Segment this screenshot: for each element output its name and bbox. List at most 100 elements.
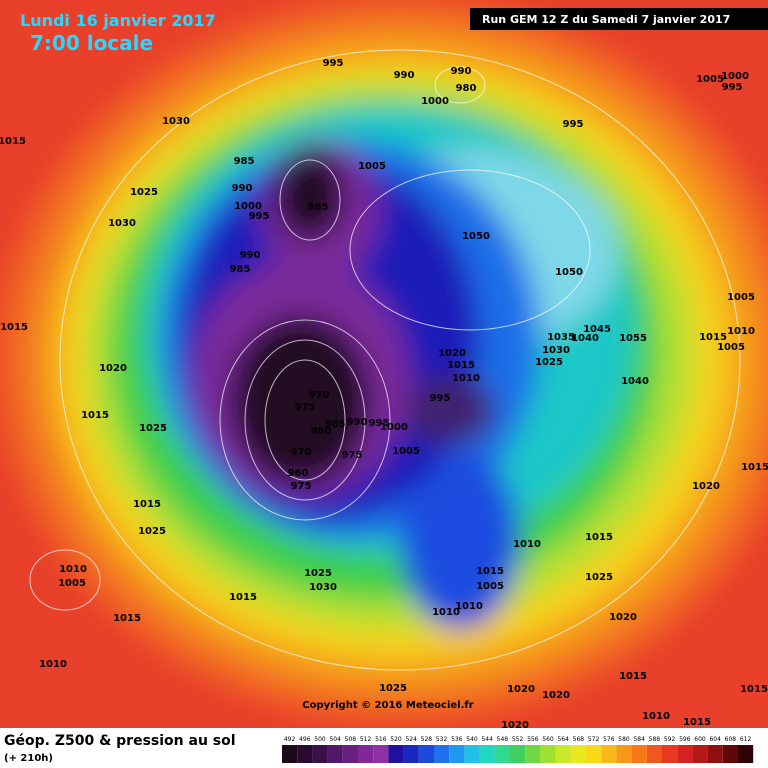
scale-label: 560 — [542, 736, 554, 743]
isobar-label: 970 — [309, 390, 330, 401]
footer-lead: (+ 210h) — [4, 753, 53, 764]
isobar-label: 980 — [456, 83, 477, 94]
scale-label: 564 — [557, 736, 569, 743]
isobar-label: 1025 — [138, 526, 166, 537]
isobar-label: 1015 — [229, 592, 257, 603]
scale-label: 508 — [345, 736, 357, 743]
scale-swatch — [282, 745, 298, 763]
scale-swatch — [707, 745, 723, 763]
scale-label: 600 — [694, 736, 706, 743]
isobar-label: 1025 — [585, 572, 613, 583]
isobar-label: 1000 — [234, 201, 262, 212]
isobar-label: 1000 — [380, 422, 408, 433]
isobar-label: 995 — [722, 82, 743, 93]
scale-label: 608 — [725, 736, 737, 743]
isobar-label: 1020 — [507, 684, 535, 695]
isobar-label: 1050 — [555, 267, 583, 278]
scale-swatch — [449, 745, 465, 763]
isobar-label: 990 — [232, 183, 253, 194]
isobar-label: 975 — [342, 450, 363, 461]
isobar-label: 980 — [311, 426, 332, 437]
scale-swatch — [464, 745, 480, 763]
isobar-label: 1050 — [462, 231, 490, 242]
isobar-label: 1025 — [304, 568, 332, 579]
scale-label: 548 — [497, 736, 509, 743]
isobar-label: 1035 — [547, 332, 575, 343]
scale-label: 524 — [405, 736, 417, 743]
scale-swatch — [722, 745, 738, 763]
isobar-label: 985 — [308, 202, 329, 213]
isobar-label: 1010 — [59, 564, 87, 575]
isobar-label: 1005 — [696, 74, 724, 85]
scale-label: 596 — [679, 736, 691, 743]
scale-label: 612 — [740, 736, 752, 743]
scale-label: 572 — [588, 736, 600, 743]
scale-label: 552 — [512, 736, 524, 743]
isobar-label: 1030 — [309, 582, 337, 593]
isobar-label: 1030 — [542, 345, 570, 356]
isobar-label: 1010 — [513, 539, 541, 550]
scale-swatch — [434, 745, 450, 763]
isobar-label: 1005 — [58, 578, 86, 589]
isobar-label: 995 — [430, 393, 451, 404]
isobar-label: 1005 — [392, 446, 420, 457]
isobar-label: 1040 — [621, 376, 649, 387]
isobar-label: 1015 — [683, 717, 711, 728]
scale-swatch — [358, 745, 374, 763]
scale-swatch — [388, 745, 404, 763]
scale-swatch — [403, 745, 419, 763]
isobar-label: 1015 — [585, 532, 613, 543]
isobar-label: 995 — [249, 211, 270, 222]
isobar-label: 1015 — [741, 462, 768, 473]
isobar-label: 1010 — [452, 373, 480, 384]
isobar-label: 1015 — [740, 684, 768, 695]
isobar-label: 1025 — [535, 357, 563, 368]
scale-label: 512 — [360, 736, 372, 743]
isobar-label: 1010 — [727, 326, 755, 337]
isobar-label: 1015 — [619, 671, 647, 682]
scale-swatch — [342, 745, 358, 763]
isobar-label: 1010 — [39, 659, 67, 670]
scale-swatch — [646, 745, 662, 763]
scale-label: 504 — [329, 736, 341, 743]
scale-swatch — [494, 745, 510, 763]
isobar-label: 1025 — [130, 187, 158, 198]
isobar-label: 1030 — [162, 116, 190, 127]
isobar-label: 1005 — [358, 161, 386, 172]
isobar-label: 1015 — [0, 322, 28, 333]
geopotential-field — [0, 0, 768, 720]
isobar-label: 1000 — [421, 96, 449, 107]
scale-label: 540 — [466, 736, 478, 743]
isobar-label: 1010 — [432, 607, 460, 618]
scale-swatch — [586, 745, 602, 763]
scale-label: 496 — [299, 736, 311, 743]
isobar-label: 1030 — [108, 218, 136, 229]
isobar-label: 1015 — [0, 136, 26, 147]
isobar-label: 995 — [323, 58, 344, 69]
isobar-label: 1020 — [609, 612, 637, 623]
scale-swatch — [327, 745, 343, 763]
scale-swatch — [601, 745, 617, 763]
isobar-label: 1015 — [81, 410, 109, 421]
scale-label: 536 — [451, 736, 463, 743]
scale-label: 580 — [618, 736, 630, 743]
color-scale: 492 496 500 504 508 512 516 520 524 528 532 536 540 5… — [282, 736, 754, 763]
isobar-label: 1025 — [379, 683, 407, 694]
scale-swatch — [570, 745, 586, 763]
scale-swatch — [677, 745, 693, 763]
isobar-label: 1015 — [699, 332, 727, 343]
isobar-label: 990 — [240, 250, 261, 261]
isobar-label: 995 — [369, 418, 390, 429]
isobar-label: 1015 — [133, 499, 161, 510]
isobar-label: 975 — [295, 402, 316, 413]
scale-label: 576 — [603, 736, 615, 743]
scale-swatch — [479, 745, 495, 763]
scale-label: 544 — [481, 736, 493, 743]
isobars — [29, 49, 741, 671]
time: 7:00 locale — [30, 31, 153, 55]
scale-label: 500 — [314, 736, 326, 743]
isobar-label: 975 — [291, 481, 312, 492]
isobar-label: 1020 — [692, 481, 720, 492]
